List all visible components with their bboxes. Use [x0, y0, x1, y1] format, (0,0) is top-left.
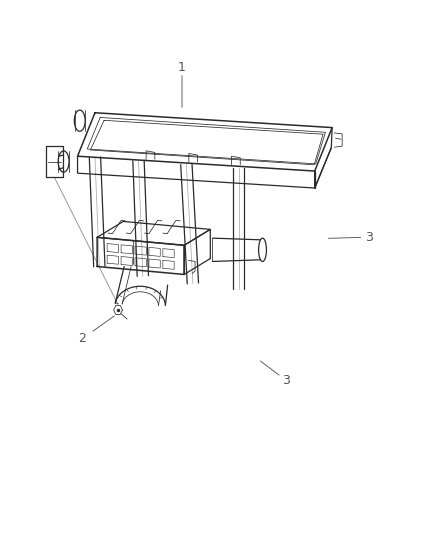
Ellipse shape — [258, 238, 266, 262]
Text: 1: 1 — [178, 61, 186, 74]
Text: 2: 2 — [78, 332, 86, 344]
Text: 3: 3 — [283, 374, 290, 387]
Text: 3: 3 — [365, 231, 373, 244]
